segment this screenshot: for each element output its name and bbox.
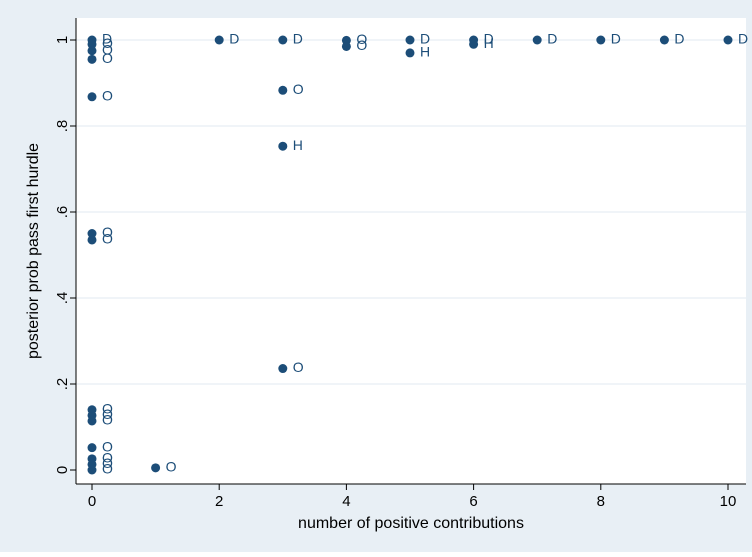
data-point-3: O [87,50,113,66]
point-marker [87,465,97,475]
point-marker [87,54,97,64]
point-label: O [102,41,113,57]
axes [75,18,746,485]
x-tick-label: 6 [469,493,477,510]
point-marker [87,39,97,49]
data-point-16: D [278,31,303,47]
data-point-6: O [87,231,113,247]
point-label: D [229,31,239,47]
data-point-19: O [278,359,304,375]
plot-area [76,18,746,484]
point-label: H [484,35,494,51]
data-point-5: O [87,224,113,240]
point-label: H [420,44,430,60]
point-marker [405,35,415,45]
data-point-9: O [87,412,113,428]
point-marker [151,463,161,473]
point-marker [532,35,542,45]
point-label: O [102,231,113,247]
point-label: O [293,359,304,375]
point-marker [278,35,288,45]
data-point-26: D [532,31,557,47]
data-point-27: D [596,31,621,47]
x-tick-label: 8 [597,493,605,510]
point-marker [659,35,669,45]
data-point-14: O [151,459,177,475]
x-tick-label: 2 [215,493,223,510]
point-label: D [674,31,684,47]
point-label: O [356,31,367,47]
y-axis-label: posterior prob pass first hurdle [25,143,42,359]
data-point-2: O [87,41,113,57]
point-marker [341,41,351,51]
point-label: O [102,224,113,240]
data-point-28: D [659,31,685,47]
point-marker [278,364,288,374]
point-label: O [102,401,113,417]
point-label: O [102,450,113,466]
y-tick-label: 1 [54,36,71,44]
point-marker [469,39,479,49]
x-axis-ticks: 0 2 4 6 8 10 [88,484,737,510]
point-label: O [102,438,113,454]
x-axis-label: number of positive contributions [298,515,524,532]
point-label: O [102,406,113,422]
y-axis-ticks: 0 .2 .4 .6 .8 1 [54,36,76,474]
point-marker [87,416,97,426]
y-tick-label: .6 [54,206,71,219]
point-marker [214,35,224,45]
data-point-18: H [278,137,303,153]
point-marker [278,141,288,151]
data-point-22: D [405,31,430,47]
point-marker [87,443,97,453]
point-marker [87,46,97,56]
point-label: O [166,459,177,475]
data-point-23: H [405,44,430,60]
point-label: O [102,35,113,51]
point-label: D [738,31,748,47]
point-label: O [356,37,367,53]
point-marker [723,35,733,45]
point-marker [87,229,97,238]
data-point-25: H [469,35,494,51]
data-point-1: O [87,35,113,51]
x-tick-label: 0 [88,493,96,510]
point-marker [278,85,288,95]
point-label: D [484,31,494,47]
data-point-21: O [341,37,367,53]
y-tick-label: .8 [54,120,71,133]
point-label: O [102,461,113,477]
point-marker [405,48,415,58]
x-tick-label: 4 [342,493,350,510]
data-point-13: O [87,461,113,477]
y-tick-label: .2 [54,378,71,391]
point-label: O [102,50,113,66]
point-label: D [420,31,430,47]
point-marker [87,92,97,102]
y-tick-label: 0 [54,466,71,474]
point-label: D [102,31,112,47]
point-label: O [102,412,113,428]
data-point-15: D [214,31,239,47]
point-label: D [547,31,557,47]
point-label: H [293,137,303,153]
data-point-10: O [87,438,113,454]
data-point-17: O [278,81,304,97]
data-point-29: D [723,31,748,47]
point-label: D [611,31,621,47]
point-label: O [102,87,113,103]
y-tick-label: .4 [54,292,71,305]
x-tick-label: 10 [720,493,737,510]
point-marker [596,35,606,45]
point-marker [87,235,97,245]
point-label: O [293,81,304,97]
gridlines [76,39,746,385]
point-label: D [293,31,303,47]
data-point-4: O [87,87,113,103]
point-label: O [102,455,113,471]
